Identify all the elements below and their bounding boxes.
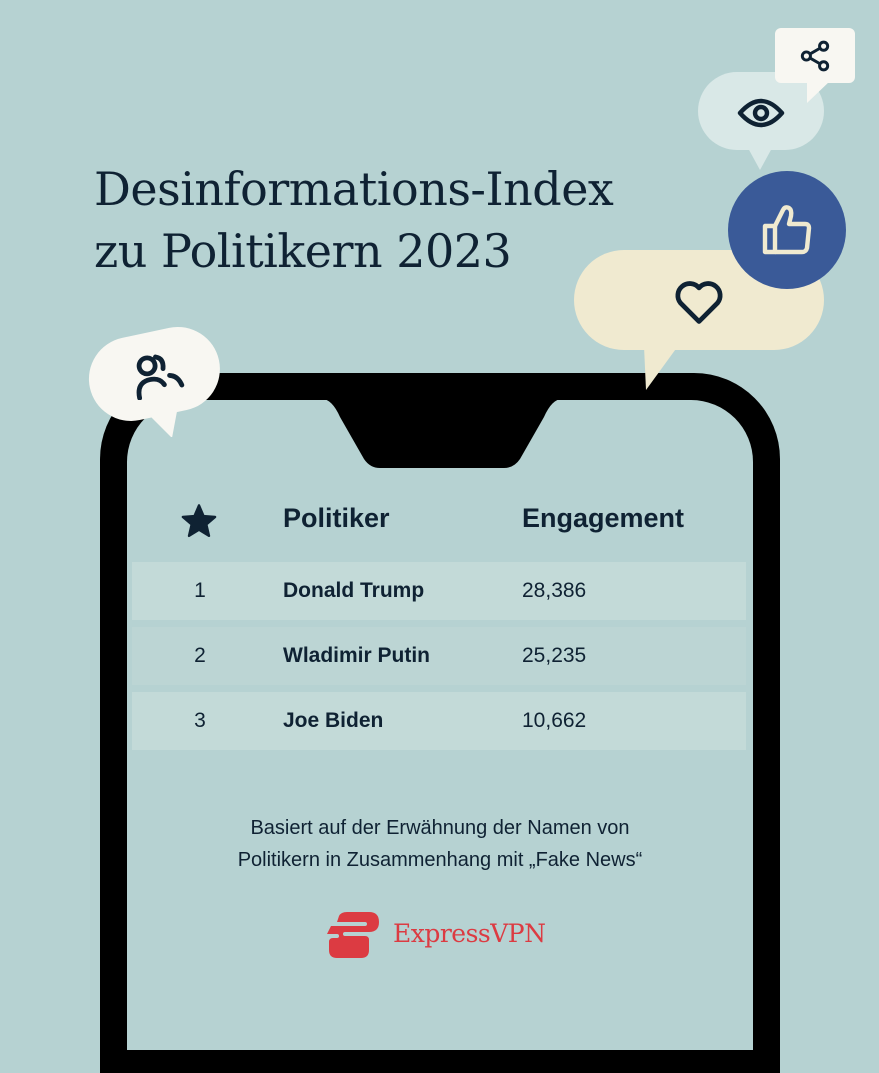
star-icon [181,504,217,538]
users-bubble [88,326,220,437]
thumbs-up-icon [762,205,812,255]
politician-name-cell: Donald Trump [283,579,425,602]
table-row: 2 Wladimir Putin 25,235 [132,627,746,685]
rank-cell: 2 [194,644,206,667]
engagement-cell: 28,386 [522,579,587,602]
column-header-engagement: Engagement [522,503,685,533]
rank-cell: 3 [194,709,206,732]
title-line-1: Desinformations-Index [94,162,614,216]
footnote-line-1: Basiert auf der Erwähnung der Namen von [250,817,630,839]
share-bubble [775,28,855,103]
footnote-line-2: Politikern in Zusammenhang mit „Fake New… [237,849,643,871]
politician-name-cell: Wladimir Putin [283,644,430,667]
brand-name: ExpressVPN [393,919,546,948]
table-row: 3 Joe Biden 10,662 [132,692,746,750]
page-title: Desinformations-Index zu Politikern 2023 [94,158,614,282]
eye-icon [737,98,785,128]
footnote: Basiert auf der Erwähnung der Namen von … [140,812,740,876]
thumbs-up-bubble [728,171,846,289]
engagement-cell: 10,662 [522,709,587,732]
share-icon [800,40,830,72]
users-icon [136,354,185,400]
politician-name-cell: Joe Biden [283,709,384,732]
eye-bubble [698,72,824,170]
table-row: 1 Donald Trump 28,386 [132,562,746,620]
engagement-cell: 25,235 [522,644,587,667]
expressvpn-logo-icon [327,912,379,958]
rank-cell: 1 [194,579,206,602]
title-line-2: zu Politikern 2023 [94,224,512,278]
phone-notch [322,399,562,468]
column-header-politiker: Politiker [283,503,390,533]
heart-icon [675,281,723,324]
